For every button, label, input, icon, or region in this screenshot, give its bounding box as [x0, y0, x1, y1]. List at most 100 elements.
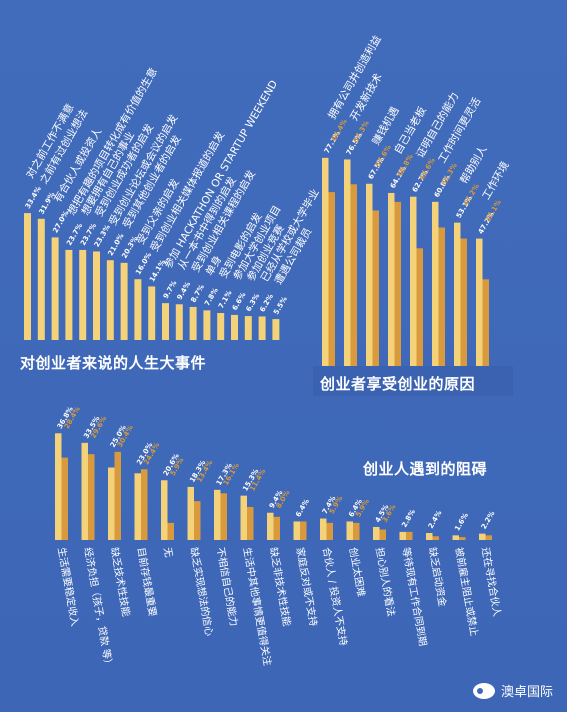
chart1-bar: [106, 260, 114, 340]
chart3-category-label: 经济负担（孩子，贷款 等）: [82, 546, 116, 670]
chart2-bar-series2: [350, 184, 357, 366]
chart3-bar-series1: [373, 526, 380, 540]
chart3-value-label: 6.4%: [294, 498, 311, 519]
chart2-bar-series1: [410, 196, 417, 366]
chart3-category-label: 无: [161, 547, 174, 559]
chart2-value-label: 47.2%: [462, 183, 481, 208]
chart3-category-label: 生活需要稳定收入: [55, 546, 82, 627]
chart2-bar-series2: [372, 210, 379, 366]
chart3-bar-series1: [81, 442, 88, 540]
chart1-value-label: 5.5%: [272, 295, 289, 316]
chart3-bar-series2: [61, 457, 68, 540]
chart3-bar-series2: [485, 535, 492, 540]
chart2-bar-series1: [388, 192, 395, 366]
chart2-bar-series2: [482, 279, 489, 366]
chart1-bar: [134, 279, 142, 340]
chart3-category-label: 还在寻找合伙人: [479, 546, 504, 617]
chart2-value-label: 32.1%: [484, 199, 503, 224]
chart2-bar-series2: [460, 238, 467, 366]
chart3-bar-series2: [273, 516, 280, 540]
chart2-value-label: 57.6%: [374, 144, 393, 169]
chart3-bar-series2: [406, 531, 413, 540]
chart3-value-label: 2.2%: [480, 510, 497, 531]
chart2-title-panel: [313, 366, 513, 396]
chart2-title: 创业者享受创业的原因: [320, 375, 476, 393]
chart2-value-label: 43.6%: [418, 157, 437, 182]
chart1-value-label: 16.0%: [134, 251, 153, 276]
chart1-bar: [189, 306, 197, 340]
chart2-bar-series2: [394, 201, 401, 366]
chart3-title: 创业人遇到的阻碍: [363, 460, 488, 478]
chart3-bar-series1: [346, 521, 353, 540]
chart3-category-label: 家庭反对或不支持: [294, 546, 321, 627]
chart3-bar-series2: [459, 537, 466, 540]
chart3-bar-series1: [293, 521, 300, 540]
chart3-bar-series2: [432, 536, 439, 540]
chart1-bar: [79, 249, 87, 340]
chart3-bar-series2: [353, 522, 360, 540]
watermark-text: 澳卓国际: [500, 685, 553, 700]
chart3-bar-series2: [379, 529, 386, 540]
chart3-category-label: 不相信自己的能力: [214, 546, 241, 627]
chart1-bar: [203, 310, 211, 340]
chart3-category-label: 创业太困难: [347, 546, 368, 597]
chart3-bar-series1: [479, 533, 486, 540]
chart3-bar-series1: [134, 473, 141, 540]
chart3-category-label: 缺乏实现想法的信心: [188, 546, 216, 637]
chart2-bar-series1: [432, 201, 439, 366]
chart2-category-label: 工作环境: [479, 159, 511, 202]
chart3-bar-series1: [108, 467, 115, 540]
chart1-bar: [37, 218, 45, 340]
chart1-title: 对创业者来说的人生大事件: [20, 354, 207, 372]
chart1-bar: [244, 316, 252, 340]
chart1-bar: [24, 213, 31, 340]
chart3-value-label: 2.8%: [400, 508, 417, 529]
chart2-value-label: 60.8%: [396, 153, 415, 178]
chart1-bar: [217, 313, 225, 340]
chart3-bar-series1: [399, 531, 406, 540]
chart1-bar: [162, 303, 169, 340]
chart2-category-label: 帮助别人: [457, 143, 490, 186]
chart2-bar-series1: [322, 157, 329, 366]
chart3-bar-series1: [320, 518, 327, 540]
chart3-category-label: 目前存钱最重要: [135, 546, 160, 617]
chart3-category-label: 担心别人的看法: [373, 546, 398, 617]
chart3-bar-series1: [214, 489, 221, 540]
chart3-bar-series1: [426, 533, 433, 540]
chart3-category-label: 缺乏技术性技能: [108, 546, 133, 617]
chart1-bar: [231, 314, 238, 340]
chart3-category-label: 缺乏非技术性技能: [267, 546, 294, 627]
chart1-bar: [51, 237, 59, 340]
chart3-bar-series2: [141, 469, 148, 540]
chart2-value-label: 64.4%: [330, 118, 349, 143]
chart3-bar-series1: [267, 512, 274, 540]
chart3-bar-series1: [55, 433, 62, 540]
chart1-bar: [272, 319, 280, 340]
chart3-bar-series2: [300, 521, 307, 540]
chart3-category-label: 生活中其他事情更值得关注: [241, 546, 275, 666]
chart2-value-label: 67.3%: [352, 119, 371, 144]
chart2-bar-series1: [476, 238, 483, 366]
chart1-bar: [120, 262, 128, 340]
chart3-bar-series2: [167, 522, 174, 540]
chart3-bar-series1: [187, 486, 194, 540]
chart1-bar: [65, 249, 73, 340]
chart2-bar-series1: [454, 222, 461, 366]
chart3-bar-series2: [88, 454, 95, 540]
chart1-bar: [258, 316, 266, 340]
chart1-bar: [148, 286, 156, 340]
chart3-value-label: 1.6%: [453, 512, 470, 533]
chart3-category-label: 等待现有工作合同到期: [400, 546, 430, 647]
chart3-bar-series2: [114, 451, 121, 540]
chart3-category-label: 合伙人 / 投资人不支持: [320, 546, 350, 646]
chart3-value-label: 2.4%: [427, 509, 444, 530]
chart2-bar-series2: [416, 248, 423, 366]
chart1-bar: [175, 304, 183, 340]
chart3-bar-series2: [247, 506, 254, 540]
chart3-category-label: 被前雇主阻止或禁止: [453, 546, 481, 637]
chart3-bar-series1: [452, 535, 459, 540]
chart2-bar-series1: [344, 159, 351, 366]
chart1-bar: [93, 251, 100, 340]
